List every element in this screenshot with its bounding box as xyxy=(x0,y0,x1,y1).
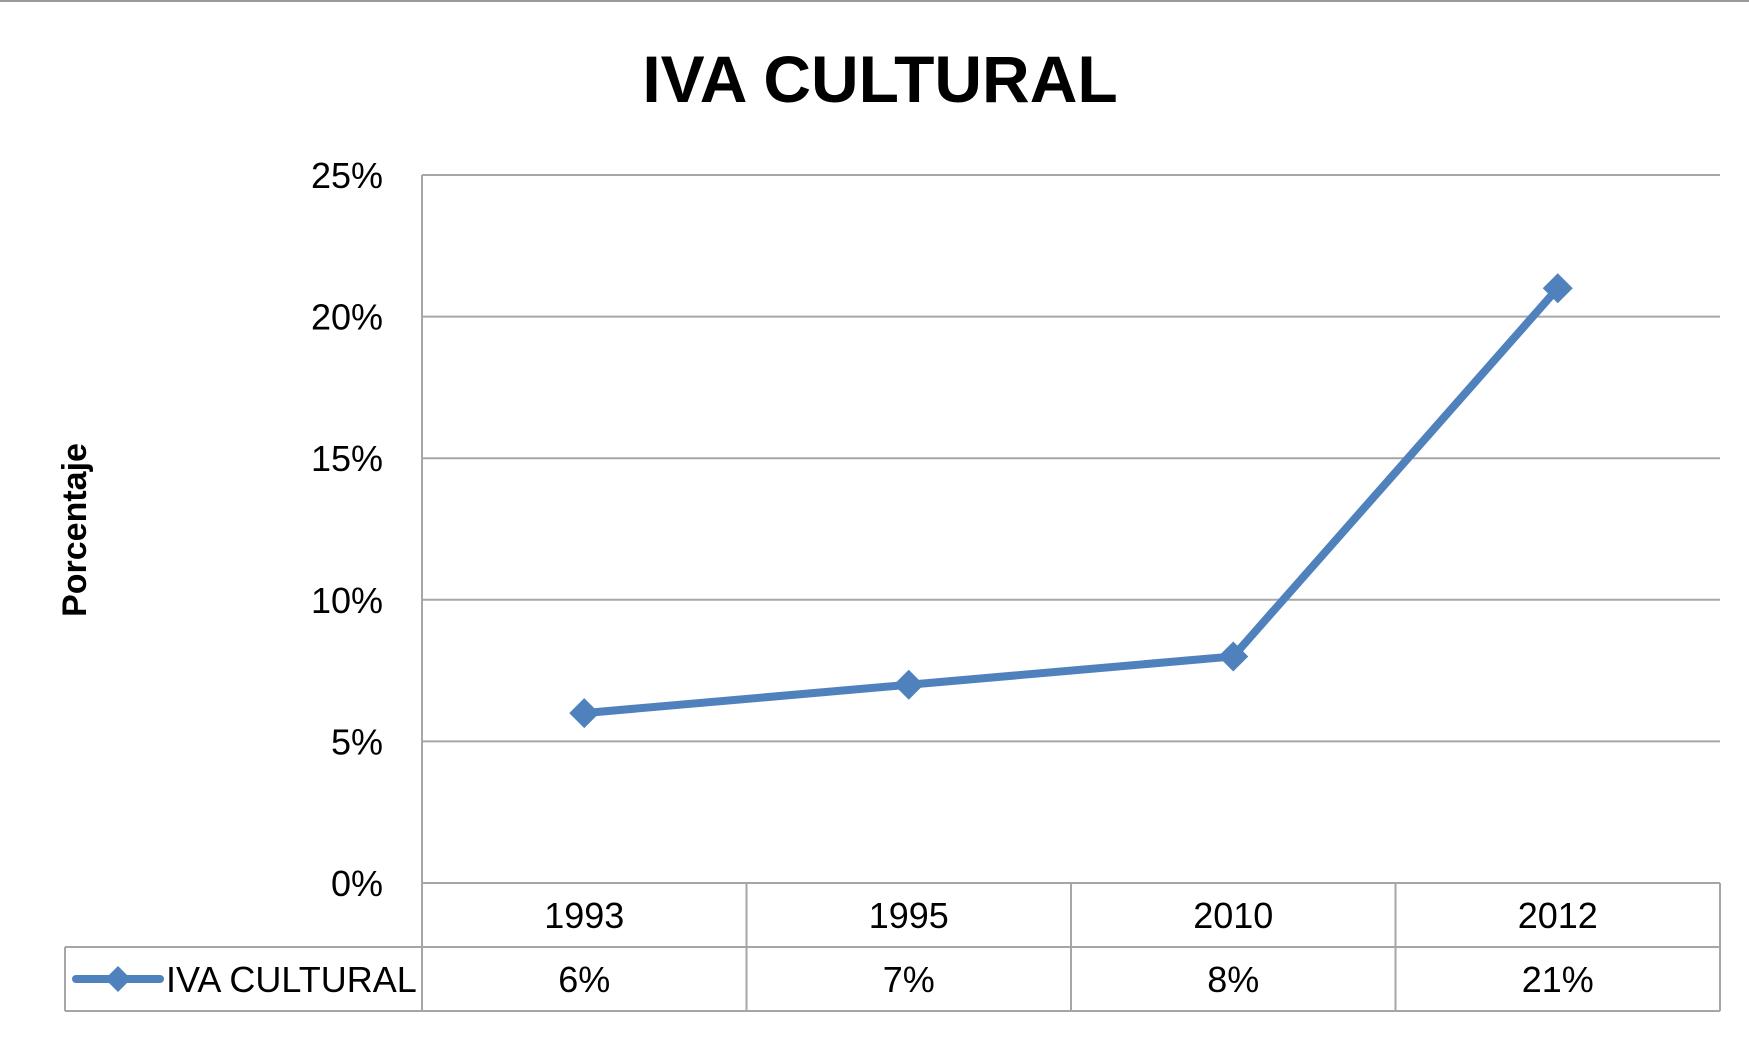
chart-title: IVA CULTURAL xyxy=(642,42,1117,116)
x-tick-label: 1993 xyxy=(544,895,624,936)
gridlines xyxy=(421,174,1720,1011)
data-point-marker xyxy=(1542,273,1573,304)
y-tick-label: 5% xyxy=(331,721,383,762)
x-tick-label: 1995 xyxy=(869,895,949,936)
y-tick-label: 20% xyxy=(311,297,383,338)
y-tick-label: 15% xyxy=(311,438,383,479)
data-label: 7% xyxy=(883,959,935,1000)
x-tick-label: 2010 xyxy=(1193,895,1273,936)
data-point-marker xyxy=(893,669,924,700)
x-tick-label: 2012 xyxy=(1518,895,1598,936)
series-line-group xyxy=(569,273,1573,729)
y-tick-label: 10% xyxy=(311,580,383,621)
data-table: 1993 6% 1995 7% 2010 8% 2012 21% IVA CULTURAL xyxy=(64,882,1721,1012)
legend-label: IVA CULTURAL xyxy=(166,959,417,1000)
y-tick-label: 25% xyxy=(311,155,383,196)
data-label: 8% xyxy=(1207,959,1259,1000)
y-axis-ticks: 0% 5% 10% 15% 20% 25% xyxy=(311,155,383,904)
data-label: 6% xyxy=(558,959,610,1000)
data-point-marker xyxy=(569,698,600,729)
series-line xyxy=(580,284,1562,718)
legend-marker xyxy=(105,966,131,992)
data-point-marker xyxy=(1218,641,1249,672)
y-tick-label: 0% xyxy=(331,863,383,904)
data-label: 21% xyxy=(1522,959,1594,1000)
y-axis-label: Porcentaje xyxy=(56,443,94,617)
